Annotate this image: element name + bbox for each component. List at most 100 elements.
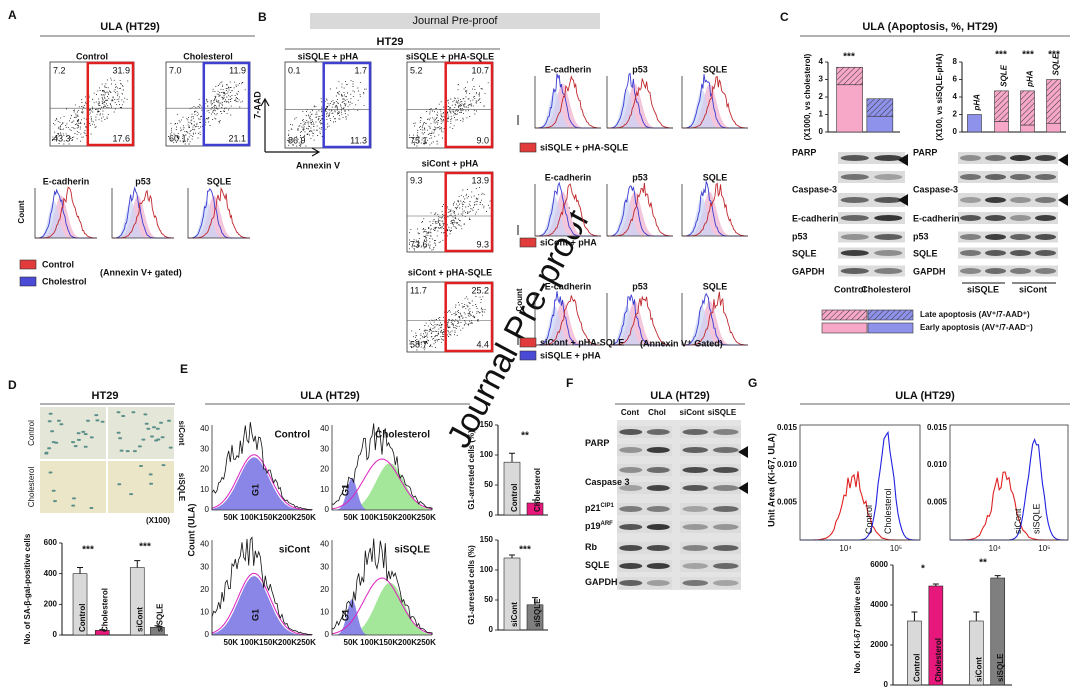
- histogram-fill: [682, 197, 748, 236]
- error-bar: [532, 597, 538, 605]
- blot-label: SQLE: [913, 248, 938, 258]
- legend-swatch: [821, 322, 868, 334]
- band: [1035, 268, 1056, 274]
- arrow: [898, 194, 908, 206]
- category-label: Cholesterol: [934, 638, 943, 682]
- blot-label: GAPDH: [585, 577, 618, 587]
- plot-label: siSQLE + pHA-SQLE: [406, 51, 494, 61]
- stained-cells: [116, 411, 173, 453]
- band: [646, 545, 670, 551]
- band: [960, 234, 981, 240]
- x-tick-label: 50K: [344, 513, 359, 522]
- x-tick-label: 50K: [344, 638, 359, 647]
- band: [619, 485, 643, 491]
- blot: [958, 231, 1058, 243]
- plot-label: Control: [274, 430, 310, 441]
- panel-label: A: [8, 8, 17, 22]
- axes: [606, 76, 673, 129]
- band: [682, 485, 709, 491]
- label: 7-AAD: [252, 91, 262, 119]
- panel-title: ULA (Apoptosis, %, HT29): [862, 21, 998, 33]
- band: [712, 580, 739, 586]
- blot-label: GAPDH: [913, 266, 946, 276]
- y-tick-label: 20: [320, 465, 329, 474]
- legend-label: siSQLE + pHA: [540, 350, 601, 360]
- y-tick-label: 10: [320, 485, 329, 494]
- band: [712, 524, 739, 530]
- x-tick-label: 50K: [224, 513, 239, 522]
- band: [840, 197, 869, 203]
- histogram-fill: [607, 83, 673, 128]
- axes: [606, 293, 673, 346]
- marker-label: E-cadherin: [545, 172, 592, 182]
- s-phase: [332, 582, 432, 635]
- band: [840, 155, 869, 161]
- quadrant-value: 7.0: [169, 65, 182, 75]
- y-tick-label: 30: [200, 444, 209, 453]
- significance: ***: [1022, 50, 1034, 61]
- gate: [444, 61, 494, 149]
- bar-segment: [1046, 122, 1061, 133]
- band: [1010, 155, 1031, 161]
- category-label: siCont: [974, 657, 983, 682]
- marker-label: p53: [632, 64, 648, 74]
- band: [712, 467, 739, 473]
- y-tick-label: 150: [480, 420, 494, 429]
- significance: **: [521, 431, 529, 442]
- blot-name: Caspase 3: [585, 477, 630, 487]
- error-bar: [154, 625, 161, 628]
- marker-label: E-cadherin: [43, 176, 90, 186]
- phase-label: G1: [250, 484, 260, 496]
- category-label: Control: [78, 604, 87, 632]
- y-tick-label: 2: [953, 110, 958, 119]
- blot-label: p19ARF: [585, 521, 613, 532]
- band: [712, 485, 739, 491]
- significance: *: [921, 564, 925, 575]
- legend-label: siCont + pHA-SQLE: [540, 337, 624, 347]
- blot-label: E-cadherin: [913, 213, 960, 223]
- marker-label: E-cadherin: [545, 64, 592, 74]
- x-tick-label: 200K: [398, 513, 417, 522]
- label: No. of Ki-67 positive cells: [853, 576, 862, 673]
- col-label: Cont: [621, 408, 640, 417]
- axes: [331, 540, 432, 636]
- legend-swatch: [519, 337, 537, 348]
- band: [874, 174, 903, 180]
- band: [960, 197, 981, 203]
- band: [1035, 234, 1056, 240]
- band: [712, 429, 739, 435]
- band: [682, 545, 709, 551]
- quadrant-value: 86.9: [288, 135, 306, 145]
- g1-peak: [212, 576, 312, 635]
- significance: ***: [519, 545, 531, 556]
- plot-label: siSQLE + pHA: [298, 51, 359, 61]
- quadrant-value: 17.6: [112, 133, 130, 143]
- marker-label: SQLE: [703, 172, 728, 182]
- axes: [211, 540, 312, 636]
- y-tick-label: 0.010: [777, 460, 798, 469]
- quadrant-value: 58.7: [410, 339, 428, 349]
- y-tick-label: 0.005: [777, 497, 798, 506]
- band: [619, 524, 643, 530]
- g1-peak: [332, 598, 432, 635]
- error-bar: [932, 583, 939, 586]
- category-label: siSQLE: [156, 603, 165, 632]
- quadrant-value: 9.0: [476, 135, 489, 145]
- quadrant-value: 43.3: [53, 133, 71, 143]
- y-tick-label: 0: [205, 630, 210, 639]
- legend-label: Late apoptosis (AV⁺/7-AAD⁺): [920, 310, 1030, 319]
- band: [1010, 268, 1031, 274]
- category-label: Cholesterol: [533, 468, 542, 512]
- legend-label: siSQLE + pHA-SQLE: [540, 142, 628, 152]
- error-bar: [77, 567, 84, 574]
- plot-label: siSQLE: [394, 545, 430, 556]
- band: [960, 174, 981, 180]
- x-tick-label: 50K: [224, 638, 239, 647]
- category-label: siCont: [510, 602, 519, 627]
- quadrant-value: 11.7: [410, 285, 427, 295]
- blot-label: Caspase 3: [585, 477, 630, 487]
- error-bar: [134, 560, 141, 568]
- hatch: [1046, 79, 1061, 124]
- band: [682, 580, 709, 586]
